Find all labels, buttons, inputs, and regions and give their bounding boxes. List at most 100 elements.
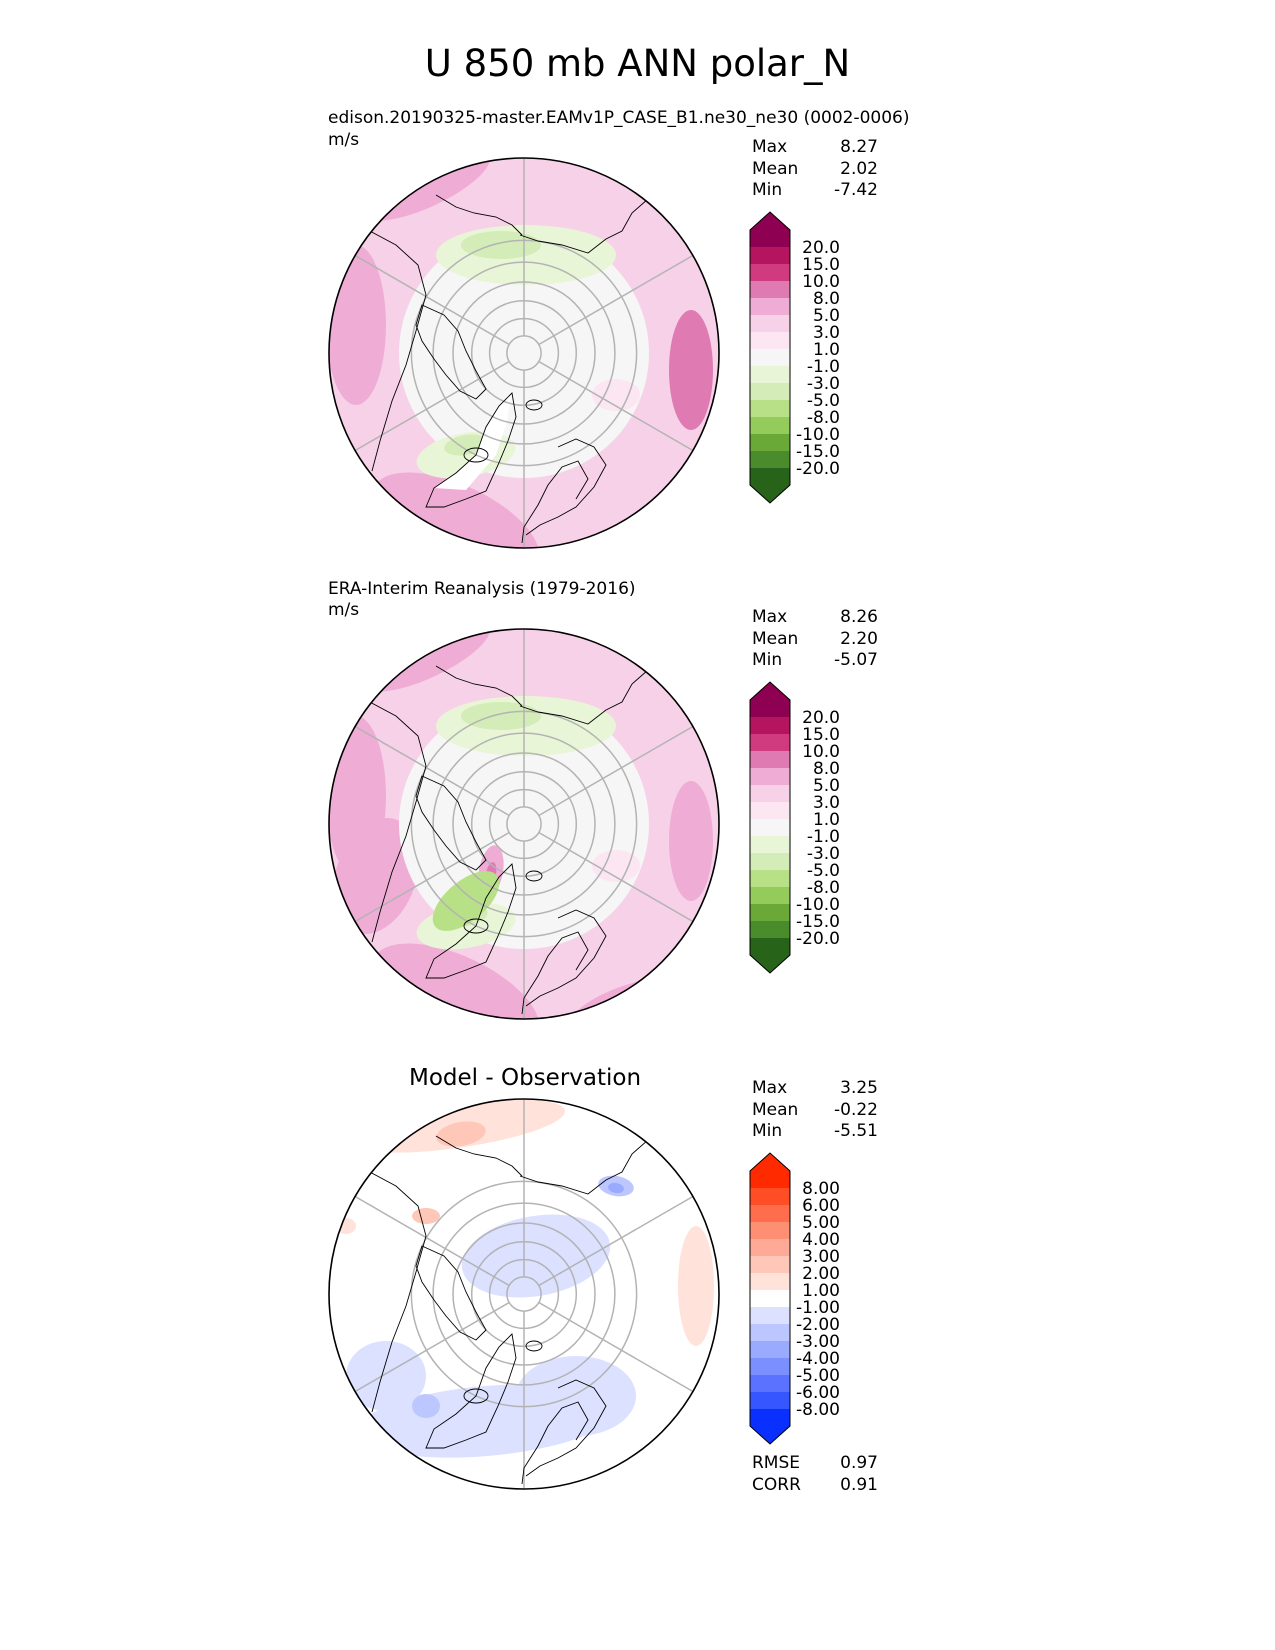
diff-positive-region <box>678 1226 714 1346</box>
obs-colorbar-bin <box>750 717 790 734</box>
diff-graticule <box>354 1099 694 1489</box>
diff-colorbar-tick-label: -1.00 <box>796 1298 840 1318</box>
model-contour-region <box>372 472 540 548</box>
model-panel-units: m/s <box>328 130 360 150</box>
diff-colorbar-tick-label: -5.00 <box>796 1366 840 1386</box>
diff-colorbar-tick-label: 8.00 <box>802 1179 840 1199</box>
mean-value: 2.02 <box>840 158 878 179</box>
model-colorbar-tick-label: 8.0 <box>813 289 840 309</box>
diff-latitude-circle <box>506 1276 542 1312</box>
diff-colorbar-tick-label: 4.00 <box>802 1230 840 1250</box>
diff-coastline <box>525 1379 607 1477</box>
diff-colorbar-tick-label: 2.00 <box>802 1264 840 1284</box>
obs-colorbar: 20.015.010.08.05.03.01.0-1.0-3.0-5.0-8.0… <box>749 681 840 974</box>
diff-polar-map <box>328 1098 720 1490</box>
diff-meridian <box>538 1301 694 1393</box>
diff-colorbar-tick-label: -2.00 <box>796 1315 840 1335</box>
obs-coastlines <box>365 665 649 1015</box>
mean-label: Mean <box>752 1099 799 1120</box>
model-coastline <box>415 304 487 400</box>
obs-coastline <box>521 931 589 1015</box>
corr-value: 0.91 <box>840 1474 878 1495</box>
diff-coastline <box>425 1333 517 1449</box>
rmse-label: RMSE <box>752 1453 801 1473</box>
diff-meridian <box>538 1195 694 1287</box>
diff-colorbar-bin <box>750 1358 790 1375</box>
obs-colorbar-tick-label: 20.0 <box>802 708 840 728</box>
diff-colorbar-bin <box>750 1375 790 1392</box>
obs-stats: Max 8.26 Mean 2.20 Min -5.07 <box>752 607 878 672</box>
obs-coastline <box>519 669 649 725</box>
obs-easterly-region <box>461 702 541 730</box>
obs-contour-region <box>669 781 713 901</box>
model-colorbar-bin <box>750 298 790 315</box>
model-easterly-region <box>461 231 541 259</box>
diff-coastline <box>435 1135 523 1177</box>
obs-colorbar-bin <box>750 751 790 768</box>
model-colorbar-bin <box>750 281 790 298</box>
obs-graticule <box>354 629 694 1019</box>
diff-colorbar-bin <box>750 1409 790 1444</box>
obs-coastline <box>525 870 543 882</box>
diff-colorbar-tick-label: -6.00 <box>796 1383 840 1403</box>
model-colorbar-bin <box>750 212 790 247</box>
corr-label: CORR <box>752 1474 801 1495</box>
model-meridian <box>354 360 510 452</box>
diff-coastline <box>525 1340 543 1352</box>
obs-panel-units: m/s <box>328 600 360 620</box>
model-meridian <box>538 254 694 346</box>
obs-colorbar-bin <box>750 682 790 717</box>
obs-colorbar-tick-label: -1.0 <box>807 827 840 847</box>
obs-colorbar-tick-label: -5.0 <box>807 861 840 881</box>
max-label: Max <box>752 137 788 157</box>
diff-colorbar-tick-label: -4.00 <box>796 1349 840 1369</box>
obs-colorbar-outline <box>749 681 791 974</box>
mean-label: Mean <box>752 628 799 649</box>
model-colorbar-bin <box>750 400 790 417</box>
obs-colorbar-bin <box>750 921 790 938</box>
obs-colorbar-tick-label: 15.0 <box>802 725 840 745</box>
obs-meridian <box>354 831 510 923</box>
obs-contour-region <box>372 943 540 1019</box>
model-colorbar-tick-label: 3.0 <box>813 323 840 343</box>
model-colorbar-bin <box>750 451 790 468</box>
diff-colorbar-bin <box>750 1188 790 1205</box>
obs-meridian <box>538 725 694 817</box>
diff-colorbar-outline <box>749 1152 791 1445</box>
model-colorbar-bin <box>750 247 790 264</box>
diff-colorbar: 8.006.005.004.003.002.001.00-1.00-2.00-3… <box>749 1152 840 1445</box>
obs-colorbar-tick-label: -15.0 <box>796 912 840 932</box>
model-coastlines <box>365 194 649 544</box>
diff-colorbar-bin <box>750 1392 790 1409</box>
figure-title: U 850 mb ANN polar_N <box>424 42 851 85</box>
obs-map-border <box>328 628 720 1020</box>
model-coastline <box>463 447 489 463</box>
diff-colorbar-bin <box>750 1153 790 1188</box>
min-value: -5.51 <box>834 1121 878 1141</box>
obs-contour-region <box>592 850 640 882</box>
obs-coastline <box>425 863 517 979</box>
obs-colorbar-bin <box>750 819 790 836</box>
obs-colorbar-tick-label: -8.0 <box>807 878 840 898</box>
diff-colorbar-tick-label: 3.00 <box>802 1247 840 1267</box>
diff-colorbar-bin <box>750 1222 790 1239</box>
diff-colorbar-bin <box>750 1205 790 1222</box>
obs-latitude-circle <box>506 806 542 842</box>
model-colorbar-tick-label: -3.0 <box>807 374 840 394</box>
obs-colorbar-tick-label: -10.0 <box>796 895 840 915</box>
model-meridian <box>354 254 510 346</box>
diff-colorbar-bin <box>750 1290 790 1307</box>
obs-colorbar-tick-label: 3.0 <box>813 793 840 813</box>
diff-stats: Max 3.25 Mean -0.22 Min -5.51 <box>752 1078 878 1143</box>
obs-colorbar-bin <box>750 836 790 853</box>
diff-positive-region <box>412 1208 440 1224</box>
model-colorbar-tick-label: 10.0 <box>802 272 840 292</box>
obs-colorbar-bin <box>750 802 790 819</box>
obs-colorbar-tick-label: 8.0 <box>813 759 840 779</box>
model-colorbar-outline <box>749 211 791 504</box>
obs-colorbar-bin <box>750 785 790 802</box>
diff-negative-region <box>608 1182 624 1194</box>
model-meridian <box>538 360 694 452</box>
diff-positive-region <box>436 1121 486 1147</box>
diff-negative-region <box>516 1356 636 1436</box>
